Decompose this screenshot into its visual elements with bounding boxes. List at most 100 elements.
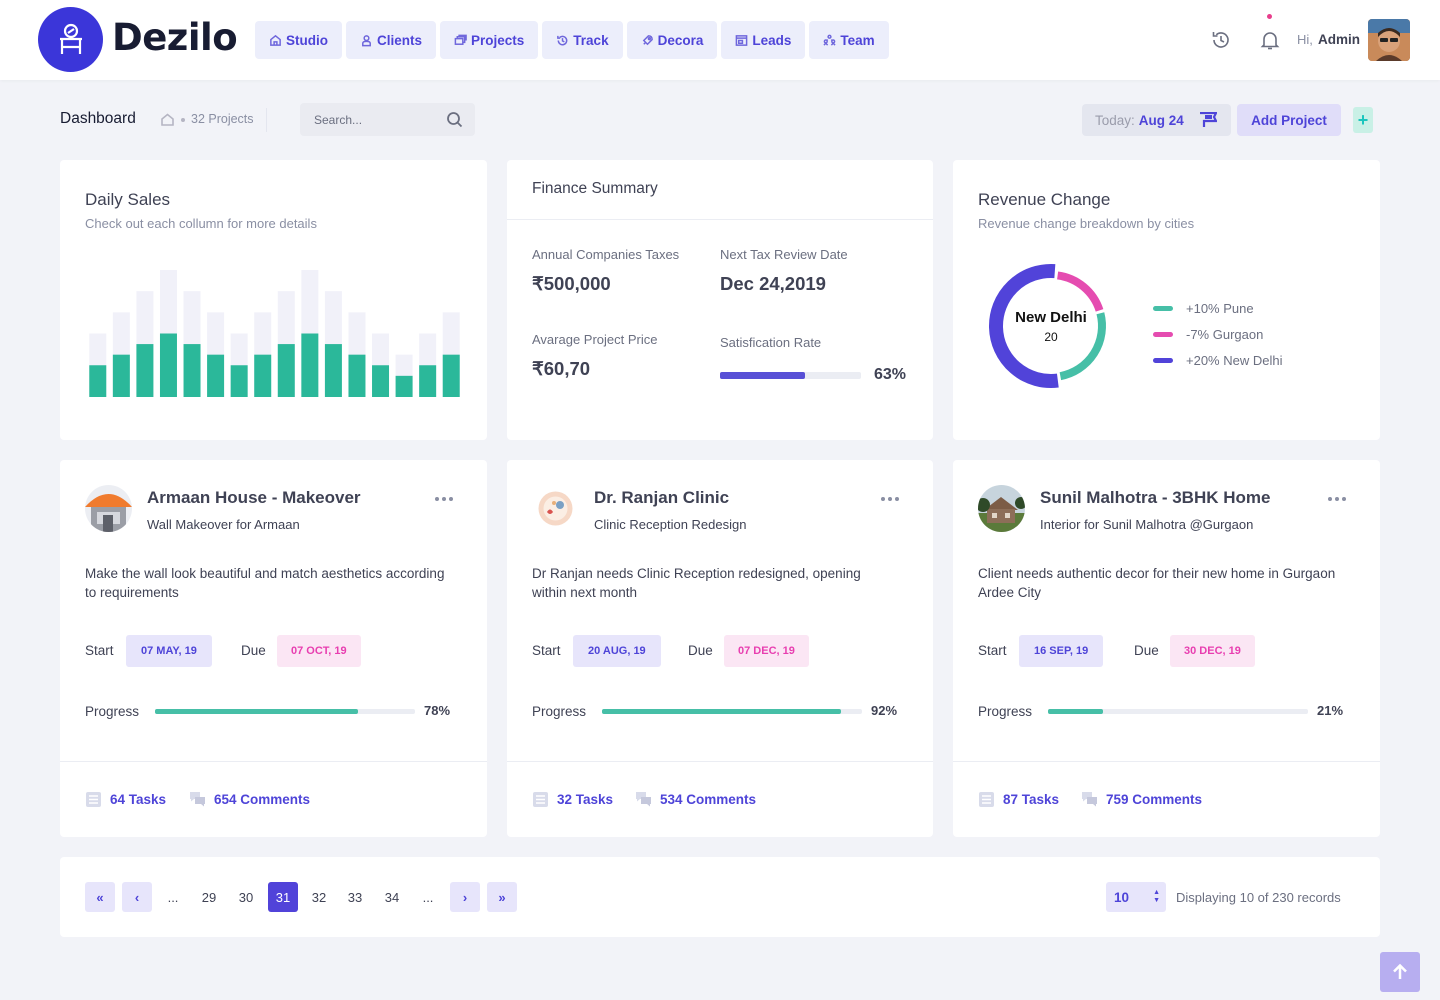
progress-fill bbox=[155, 709, 358, 714]
project-name[interactable]: Dr. Ranjan Clinic bbox=[594, 488, 730, 507]
avg-price-value: ₹60,70 bbox=[532, 358, 591, 379]
logo-icon[interactable] bbox=[38, 7, 103, 72]
revenue-change-card: Revenue Change Revenue change breakdown … bbox=[953, 160, 1380, 440]
main-nav: Studio Clients Projects Track Decora Lea… bbox=[255, 21, 889, 59]
finance-summary-card: Finance Summary Annual Companies Taxes ₹… bbox=[507, 160, 933, 440]
revenue-donut-chart: New Delhi 20 bbox=[989, 264, 1106, 388]
progress-label: Progress bbox=[85, 704, 140, 719]
more-options-icon[interactable] bbox=[1326, 495, 1348, 503]
user-avatar[interactable] bbox=[1368, 19, 1410, 61]
donut-center-label: New Delhi bbox=[1015, 309, 1087, 326]
nav-track[interactable]: Track bbox=[542, 21, 623, 59]
page-33[interactable]: 33 bbox=[347, 889, 363, 905]
search-icon[interactable] bbox=[446, 111, 463, 128]
home-icon[interactable] bbox=[160, 112, 175, 127]
progress-value: 78% bbox=[424, 703, 451, 718]
search-box bbox=[300, 103, 475, 136]
bell-icon[interactable] bbox=[1259, 29, 1281, 51]
start-label: Start bbox=[85, 643, 114, 658]
bar bbox=[348, 354, 366, 397]
legend-swatch bbox=[1153, 357, 1173, 363]
scroll-top-button[interactable] bbox=[1380, 952, 1420, 992]
avg-price-label: Avarage Project Price bbox=[532, 332, 658, 347]
bar bbox=[230, 365, 248, 397]
prev-page-button[interactable]: ‹ bbox=[122, 882, 152, 912]
project-footer: 64 Tasks 654 Comments bbox=[60, 761, 487, 837]
legend-item: -7% Gurgaon bbox=[1153, 321, 1282, 347]
search-input[interactable] bbox=[300, 103, 440, 136]
page-29[interactable]: 29 bbox=[201, 889, 217, 905]
page-title: Dashboard bbox=[60, 110, 136, 127]
today-button[interactable]: Today: Aug 24 bbox=[1082, 104, 1231, 136]
project-avatar bbox=[978, 485, 1025, 532]
progress-fill bbox=[602, 709, 842, 714]
layers-icon bbox=[454, 34, 467, 45]
satisfaction-label: Satisfication Rate bbox=[720, 335, 822, 350]
page-32[interactable]: 32 bbox=[311, 889, 327, 905]
project-name[interactable]: Sunil Malhotra - 3BHK Home bbox=[1040, 488, 1271, 507]
comments-link[interactable]: 534 Comments bbox=[635, 791, 756, 808]
greeting: Hi, bbox=[1297, 32, 1313, 47]
progress-bar bbox=[155, 709, 415, 714]
project-card: Sunil Malhotra - 3BHK Home Interior for … bbox=[953, 460, 1380, 837]
page-34[interactable]: 34 bbox=[384, 889, 400, 905]
progress-value: 21% bbox=[1317, 703, 1344, 718]
project-avatar bbox=[532, 485, 579, 532]
more-options-icon[interactable] bbox=[879, 495, 901, 503]
home-icon bbox=[270, 34, 281, 46]
project-card: Armaan House - Makeover Wall Makeover fo… bbox=[60, 460, 487, 837]
next-page-button[interactable]: › bbox=[450, 882, 480, 912]
donut-slice bbox=[1056, 271, 1104, 312]
breadcrumb[interactable]: 32 Projects bbox=[191, 112, 254, 126]
bar bbox=[207, 354, 225, 397]
nav-decora[interactable]: Decora bbox=[626, 21, 718, 59]
nav-clients[interactable]: Clients bbox=[346, 21, 437, 59]
nav-team[interactable]: Team bbox=[809, 21, 889, 59]
per-page-select[interactable]: 10 ▲ ▼ bbox=[1106, 882, 1166, 912]
card-title: Daily Sales bbox=[85, 190, 171, 209]
page-30[interactable]: 30 bbox=[238, 889, 254, 905]
project-name[interactable]: Armaan House - Makeover bbox=[147, 488, 361, 507]
nav-studio[interactable]: Studio bbox=[255, 21, 342, 59]
bar bbox=[254, 354, 272, 397]
brand-name[interactable]: Dezilo bbox=[112, 16, 238, 59]
bar bbox=[372, 365, 390, 397]
due-label: Due bbox=[688, 643, 713, 658]
page-ellipsis: ... bbox=[167, 889, 179, 905]
nav-leads[interactable]: Leads bbox=[721, 21, 806, 59]
bar bbox=[159, 333, 177, 397]
project-card: Dr. Ranjan Clinic Clinic Reception Redes… bbox=[507, 460, 933, 837]
comments-link[interactable]: 654 Comments bbox=[189, 791, 310, 808]
card-title: Revenue Change bbox=[978, 190, 1111, 209]
bar bbox=[301, 333, 319, 397]
start-label: Start bbox=[978, 643, 1007, 658]
last-page-button[interactable]: » bbox=[487, 882, 517, 912]
nav-projects[interactable]: Projects bbox=[440, 21, 539, 59]
legend-swatch bbox=[1153, 331, 1173, 337]
arrow-up-icon bbox=[1393, 963, 1407, 979]
daily-sales-card: Daily Sales Check out each collumn for m… bbox=[60, 160, 487, 440]
history-icon[interactable] bbox=[1210, 29, 1232, 51]
comments-link[interactable]: 759 Comments bbox=[1081, 791, 1202, 808]
card-subtitle: Check out each collumn for more details bbox=[85, 216, 317, 231]
revenue-legend: +10% Pune -7% Gurgaon +20% New Delhi bbox=[1153, 295, 1282, 373]
user-icon bbox=[362, 34, 371, 46]
comments-icon bbox=[1082, 792, 1097, 807]
plus-button[interactable]: + bbox=[1353, 107, 1373, 133]
more-options-icon[interactable] bbox=[433, 495, 455, 503]
project-footer: 87 Tasks 759 Comments bbox=[953, 761, 1380, 837]
page-31[interactable]: 31 bbox=[268, 882, 298, 912]
tasks-link[interactable]: 32 Tasks bbox=[532, 791, 613, 808]
due-date-badge: 30 DEC, 19 bbox=[1170, 635, 1255, 667]
tasks-link[interactable]: 87 Tasks bbox=[978, 791, 1059, 808]
tasks-link[interactable]: 64 Tasks bbox=[85, 791, 166, 808]
due-date-badge: 07 DEC, 19 bbox=[724, 635, 809, 667]
bar bbox=[277, 344, 295, 397]
bar bbox=[136, 344, 154, 397]
satisfaction-progress bbox=[720, 372, 861, 379]
add-project-button[interactable]: Add Project bbox=[1237, 104, 1341, 136]
first-page-button[interactable]: « bbox=[85, 882, 115, 912]
rocket-icon bbox=[642, 34, 653, 45]
user-name[interactable]: Admin bbox=[1318, 32, 1360, 47]
legend-item: +20% New Delhi bbox=[1153, 347, 1282, 373]
